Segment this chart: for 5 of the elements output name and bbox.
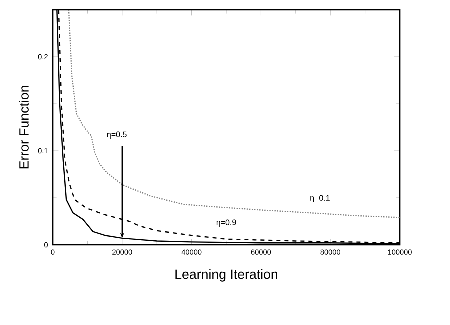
y-axis-title: Error Function bbox=[19, 86, 29, 169]
annotation: η=0.1 bbox=[310, 195, 330, 203]
annotation: η=0.5 bbox=[107, 132, 127, 140]
annotation: η=0.9 bbox=[216, 220, 236, 227]
x-axis-title: Learning Iteration bbox=[176, 269, 278, 282]
